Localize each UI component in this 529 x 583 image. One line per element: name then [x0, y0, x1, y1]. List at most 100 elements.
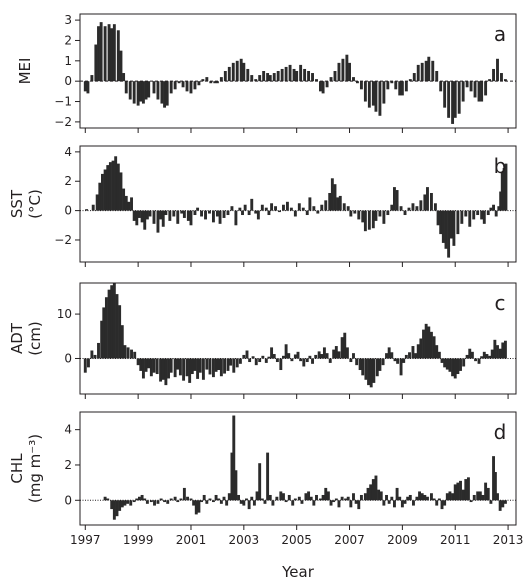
bar-d	[469, 500, 473, 503]
y-tick-label-a: −2	[54, 115, 72, 129]
bar-a	[213, 81, 217, 84]
bar-b	[441, 210, 445, 243]
bar-d	[451, 493, 455, 501]
bar-b	[289, 207, 293, 211]
bar-b	[215, 210, 219, 217]
bar-c	[372, 358, 376, 383]
bar-a	[250, 75, 254, 82]
bar-a	[492, 68, 495, 82]
bar-c	[308, 355, 312, 359]
bar-a	[246, 68, 250, 82]
bar-b	[234, 210, 238, 226]
bar-a	[382, 81, 386, 104]
bar-d	[432, 498, 436, 501]
bar-b	[186, 210, 190, 221]
bar-d	[271, 500, 275, 506]
bar-b	[274, 206, 277, 211]
bar-a	[86, 81, 90, 94]
bar-b	[85, 209, 89, 211]
bar-d	[426, 496, 429, 501]
bar-c	[367, 358, 370, 386]
bar-b	[452, 210, 456, 246]
bar-a	[235, 60, 239, 82]
bar-d	[445, 493, 449, 501]
bar-c	[282, 355, 285, 359]
bar-b	[230, 206, 234, 211]
y-tick-label-b: 0	[64, 204, 72, 218]
bar-a	[398, 81, 402, 96]
bar-a	[254, 79, 258, 82]
bar-c	[290, 358, 294, 362]
bar-c	[411, 346, 415, 359]
bar-c	[159, 358, 163, 382]
bar-c	[468, 348, 472, 359]
bar-a	[139, 81, 143, 102]
bar-d	[176, 500, 180, 503]
bar-b	[403, 210, 407, 216]
y-tick-label-d: 4	[64, 423, 72, 437]
bar-c	[201, 358, 205, 380]
bar-d	[321, 494, 325, 501]
bar-a	[288, 64, 292, 82]
bar-b	[161, 210, 165, 227]
bar-a	[378, 81, 382, 116]
bar-c	[176, 358, 180, 370]
bar-c	[164, 358, 168, 386]
bar-c	[443, 358, 447, 368]
bar-b	[460, 210, 464, 224]
bar-b	[439, 210, 443, 235]
bar-b	[399, 206, 403, 211]
bar-c	[358, 358, 362, 371]
bar-b	[476, 210, 480, 216]
bar-b	[426, 187, 429, 211]
bar-a	[173, 81, 177, 90]
bar-b	[353, 210, 357, 214]
bar-c	[393, 358, 397, 362]
bar-d	[400, 500, 404, 508]
bar-a	[223, 71, 227, 82]
bar-c	[345, 347, 349, 359]
bar-b	[346, 206, 350, 211]
bar-c	[390, 352, 394, 359]
bar-d	[435, 500, 439, 506]
bar-c	[97, 342, 100, 359]
bar-b	[342, 203, 346, 211]
bar-a	[122, 73, 126, 82]
bar-d	[492, 456, 495, 501]
bar-c	[238, 358, 242, 364]
bar-d	[250, 496, 254, 501]
bar-a	[169, 81, 173, 94]
bar-c	[93, 354, 97, 359]
bar-c	[501, 342, 505, 359]
y-axis-unit-d: (mg m⁻³)	[26, 434, 44, 503]
bar-d	[437, 498, 441, 501]
bar-b	[436, 210, 440, 226]
bar-c	[343, 332, 347, 359]
bar-a	[144, 81, 148, 100]
bar-d	[363, 493, 367, 501]
bar-a	[160, 81, 164, 104]
bar-a	[165, 81, 169, 106]
bar-a	[292, 68, 296, 82]
bar-a	[258, 75, 262, 82]
bar-c	[480, 356, 484, 359]
bar-a	[337, 62, 341, 82]
bar-b	[226, 210, 230, 216]
x-axis: 1997 1999 2001 2003 2005 2007 2009 2011 2013	[70, 533, 523, 547]
bar-d	[230, 452, 234, 501]
bar-a	[352, 77, 355, 82]
bar-c	[477, 358, 481, 364]
bar-c	[361, 358, 365, 376]
bar-c	[490, 349, 494, 359]
bar-a	[209, 81, 213, 84]
bar-c	[402, 358, 406, 363]
x-tick-label: 2005	[281, 533, 312, 547]
bar-a	[156, 81, 160, 100]
y-tick-label-c: 10	[57, 307, 72, 321]
bar-d	[205, 500, 209, 504]
x-tick-label: 2011	[440, 533, 471, 547]
bar-c	[299, 358, 303, 362]
bar-b	[374, 210, 378, 221]
bar-d	[297, 496, 301, 501]
bar-a	[488, 79, 492, 82]
